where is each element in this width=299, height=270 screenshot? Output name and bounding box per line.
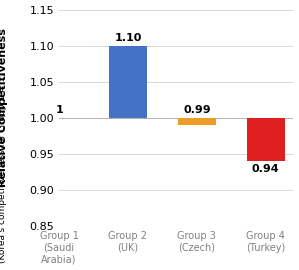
Text: 1.10: 1.10: [114, 33, 142, 43]
Text: (Korea's competitiveness for Group 1 = 1): (Korea's competitiveness for Group 1 = 1…: [0, 72, 7, 263]
Text: 1: 1: [55, 105, 63, 115]
Bar: [109, 46, 147, 118]
Text: 0.99: 0.99: [183, 105, 211, 115]
Bar: [247, 118, 285, 161]
Text: Relative Competitiveness: Relative Competitiveness: [0, 29, 8, 187]
Text: 0.94: 0.94: [252, 164, 280, 174]
Bar: [178, 118, 216, 125]
